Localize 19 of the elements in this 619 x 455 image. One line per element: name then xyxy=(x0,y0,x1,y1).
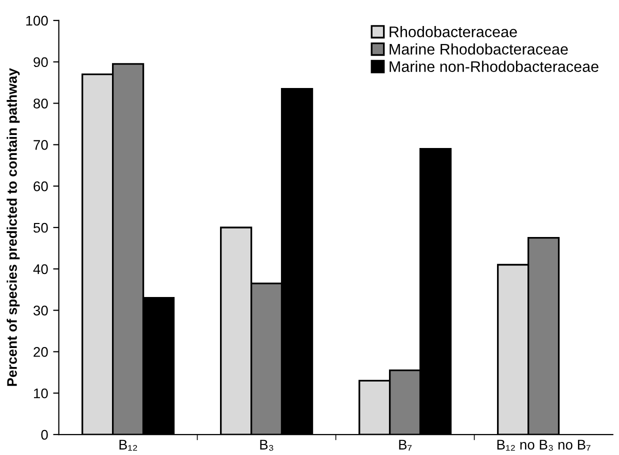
y-tick-label: 40 xyxy=(33,264,48,274)
legend-label: Marine non-Rhodobacteraceae xyxy=(390,60,598,72)
y-axis-title: Percent of species predicted to contain pathway xyxy=(6,68,20,386)
x-tick-label: B₁₂ xyxy=(120,440,138,451)
x-tick-label: B₃ xyxy=(260,440,274,451)
y-tick-label: 20 xyxy=(34,347,48,357)
y-tick-label: 90 xyxy=(34,57,48,68)
y-tick-label: 80 xyxy=(34,98,48,108)
x-tick-label: B₇ xyxy=(399,440,412,451)
y-tick-label: 10 xyxy=(34,388,48,398)
y-tick-label: 70 xyxy=(34,140,48,150)
y-tick-label: 50 xyxy=(33,222,48,233)
y-tick-label: 100 xyxy=(26,16,48,26)
legend-label: Rhodobacteraceae xyxy=(390,26,517,38)
y-tick-label: 30 xyxy=(33,306,48,316)
y-tick-label: 0 xyxy=(41,430,48,440)
x-tick-label: B₁₂ no B₃ no B₇ xyxy=(497,440,590,451)
legend-label: Marine Rhodobacteraceae xyxy=(390,43,568,55)
y-tick-label: 60 xyxy=(34,181,48,192)
